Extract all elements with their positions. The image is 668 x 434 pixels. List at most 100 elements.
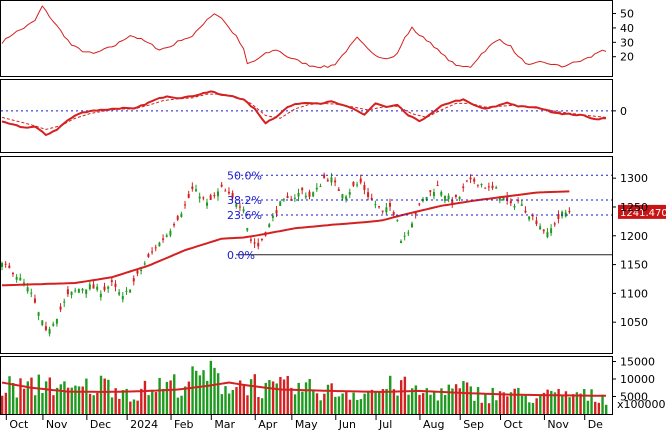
price-axis-tick-label: 1100 bbox=[620, 287, 648, 300]
volume-bar bbox=[136, 400, 139, 414]
price-candle-body bbox=[231, 192, 234, 198]
price-candle-body bbox=[465, 180, 468, 182]
price-candle-body bbox=[268, 224, 271, 228]
rsi-line bbox=[1, 5, 607, 69]
volume-bar bbox=[70, 387, 73, 414]
price-candle-body bbox=[476, 184, 479, 186]
x-axis-tick-label: Apr bbox=[258, 418, 278, 431]
volume-bar bbox=[517, 387, 520, 414]
price-candle-body bbox=[564, 212, 567, 217]
x-axis-tick-label: De bbox=[588, 418, 603, 431]
volume-bar bbox=[378, 390, 381, 414]
price-candle-body bbox=[308, 191, 311, 197]
volume-bar bbox=[81, 386, 84, 414]
volume-bar bbox=[528, 402, 531, 414]
price-candle-body bbox=[173, 224, 176, 226]
volume-bar bbox=[429, 394, 432, 414]
volume-bar bbox=[484, 394, 487, 414]
volume-bar bbox=[356, 399, 359, 414]
macd-signal-line bbox=[1, 93, 607, 130]
volume-bar bbox=[473, 400, 476, 414]
price-candle-body bbox=[37, 312, 40, 316]
volume-bar bbox=[107, 379, 110, 414]
volume-bar bbox=[491, 387, 494, 414]
price-candle-body bbox=[447, 195, 450, 200]
volume-bar bbox=[323, 393, 326, 414]
volume-bar bbox=[568, 397, 571, 414]
x-axis-tick-label: Nov bbox=[46, 418, 68, 431]
price-axis-tick-label: 1300 bbox=[620, 172, 648, 185]
price-candle-body bbox=[542, 229, 545, 232]
price-candle-body bbox=[400, 241, 403, 244]
volume-bar bbox=[202, 370, 205, 414]
price-candle-body bbox=[535, 220, 538, 225]
volume-bar bbox=[370, 389, 374, 414]
volume-bar bbox=[359, 399, 363, 414]
volume-bar bbox=[502, 392, 505, 414]
volume-bar bbox=[403, 376, 407, 414]
volume-bar bbox=[363, 393, 366, 414]
price-candle-body bbox=[345, 196, 348, 200]
volume-bar bbox=[319, 400, 322, 414]
volume-bar bbox=[594, 401, 597, 414]
x-axis-tick-label: Dec bbox=[90, 418, 111, 431]
volume-bar bbox=[195, 370, 198, 414]
price-candle-body bbox=[323, 174, 326, 178]
volume-moving-average bbox=[1, 381, 606, 397]
volume-bar bbox=[187, 381, 191, 414]
volume-bar bbox=[462, 381, 465, 414]
price-candle-body bbox=[396, 219, 399, 221]
volume-bar bbox=[253, 374, 256, 414]
price-candle-body bbox=[227, 191, 230, 194]
volume-bar bbox=[125, 388, 128, 414]
price-candle-body bbox=[436, 184, 439, 186]
price-candle-body bbox=[443, 196, 446, 201]
volume-bar bbox=[418, 394, 421, 414]
price-candle-body bbox=[326, 179, 329, 182]
volume-bar bbox=[220, 394, 224, 414]
price-axis-tick-label: 1200 bbox=[620, 230, 648, 243]
price-candle-body bbox=[187, 193, 190, 198]
price-candle-body bbox=[410, 223, 413, 228]
price-candle-body bbox=[356, 184, 359, 186]
price-candle-body bbox=[191, 186, 194, 189]
volume-bar bbox=[279, 376, 282, 414]
volume-bar bbox=[539, 395, 542, 414]
price-candle-body bbox=[136, 270, 139, 274]
price-candle-body bbox=[385, 207, 388, 213]
volume-bar bbox=[458, 388, 461, 414]
volume-bar bbox=[1, 395, 4, 414]
price-candle-body bbox=[286, 195, 289, 199]
volume-bar bbox=[118, 398, 121, 414]
price-candle-body bbox=[352, 182, 355, 186]
volume-bar bbox=[476, 387, 480, 414]
price-candle-body bbox=[370, 197, 373, 200]
volume-bar bbox=[19, 378, 22, 414]
volume-bar bbox=[147, 395, 150, 414]
volume-bar bbox=[506, 396, 509, 414]
price-candle-body bbox=[30, 292, 33, 294]
price-candle-body bbox=[260, 238, 263, 241]
volume-bar bbox=[451, 388, 454, 414]
volume-bar bbox=[597, 402, 601, 414]
rsi-axis-tick-label: 40 bbox=[620, 22, 634, 35]
price-candle-body bbox=[293, 197, 296, 199]
volume-bar bbox=[410, 388, 414, 414]
volume-bar bbox=[85, 378, 88, 414]
price-candle-body bbox=[198, 196, 201, 199]
volume-bar bbox=[432, 390, 436, 414]
price-candle-body bbox=[403, 235, 406, 237]
volume-bar bbox=[367, 390, 370, 414]
price-candle-body bbox=[22, 282, 25, 284]
price-candle-body bbox=[209, 195, 212, 200]
price-moving-average bbox=[1, 190, 570, 287]
price-candle-body bbox=[509, 200, 512, 204]
price-candle-body bbox=[531, 215, 534, 217]
x-axis-tick-label: Nov bbox=[547, 418, 569, 431]
volume-bar bbox=[257, 396, 260, 414]
volume-bar bbox=[575, 392, 579, 414]
price-candle-body bbox=[48, 328, 51, 334]
volume-bar bbox=[312, 390, 315, 414]
volume-bar bbox=[392, 389, 396, 414]
price-candle-body bbox=[238, 206, 241, 208]
